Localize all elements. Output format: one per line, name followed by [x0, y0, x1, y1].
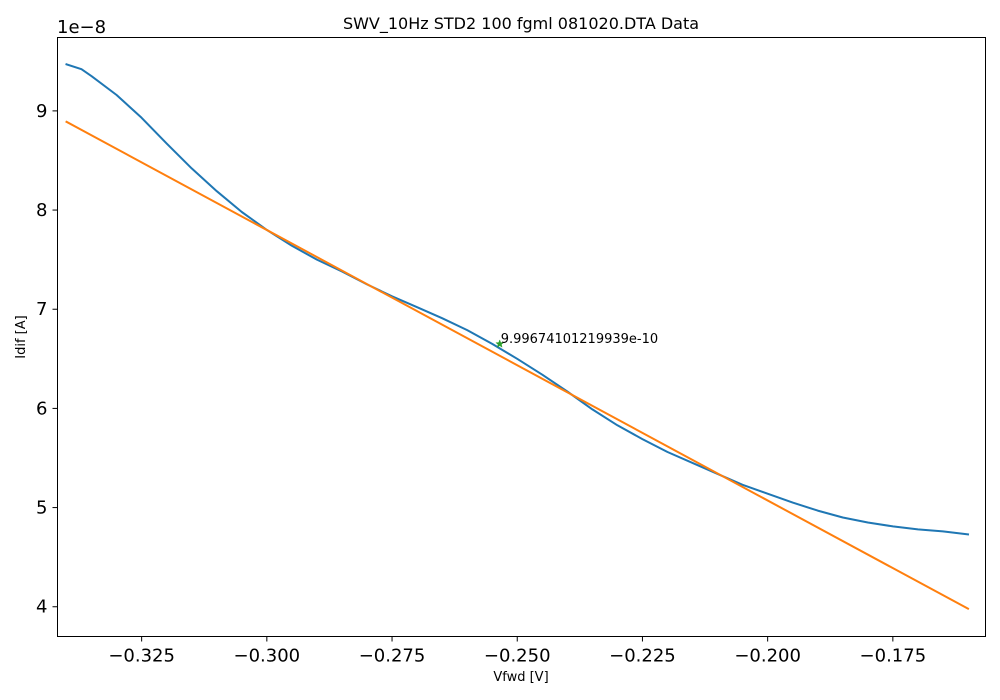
y-tick-label: 5 — [36, 498, 47, 519]
x-tick-label: −0.250 — [484, 646, 551, 667]
plot-lines — [65, 63, 970, 611]
y-tick-label: 9 — [36, 101, 47, 122]
annotation-group: 9.99674101219939e-10 — [495, 332, 658, 348]
y-axis-label: Idif [A] — [14, 315, 29, 358]
series-line-1 — [65, 63, 970, 536]
plot-frame — [57, 37, 986, 637]
chart-title: SWV_10Hz STD2 100 fgml 081020.DTA Data — [343, 14, 699, 34]
y-tick-label: 7 — [36, 299, 47, 320]
annotation-text: 9.99674101219939e-10 — [501, 332, 658, 347]
x-tick-label: −0.200 — [734, 646, 801, 667]
x-tick-label: −0.300 — [234, 646, 301, 667]
y-tick-label: 8 — [36, 200, 47, 221]
y-tick-label: 4 — [36, 597, 47, 618]
x-axis-label: Vfwd [V] — [493, 670, 548, 685]
y-offset-label: 1e−8 — [57, 17, 106, 38]
series-line-2 — [65, 120, 970, 611]
x-axis-ticks: −0.325 −0.300 −0.275 −0.250 −0.225 −0.200 −0.1… — [108, 636, 927, 667]
x-tick-label: −0.175 — [860, 646, 927, 667]
y-axis-ticks: 4 5 6 7 8 9 — [36, 101, 58, 618]
marker-point — [495, 339, 505, 348]
x-tick-label: −0.275 — [359, 646, 426, 667]
y-tick-label: 6 — [36, 398, 47, 419]
x-tick-label: −0.325 — [108, 646, 175, 667]
x-tick-label: −0.225 — [609, 646, 676, 667]
